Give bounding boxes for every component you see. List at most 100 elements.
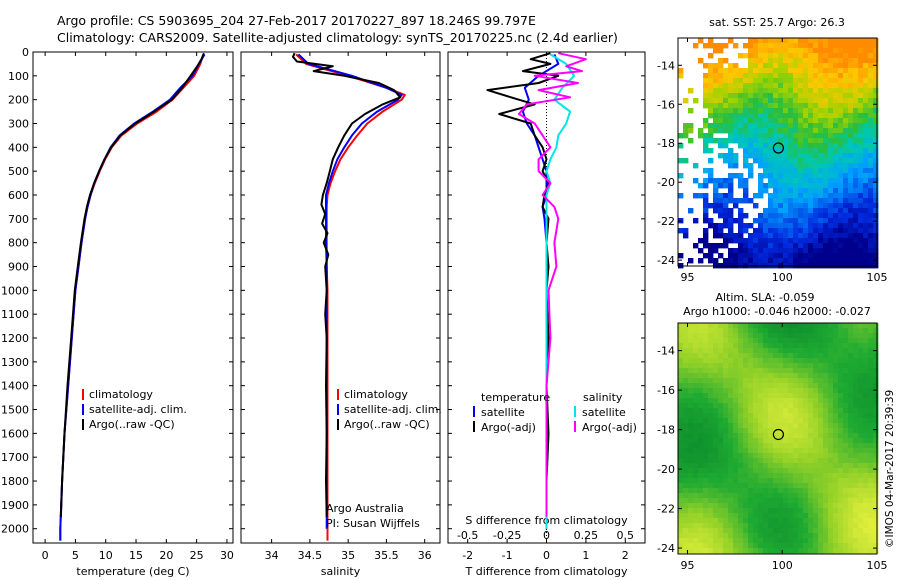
map-cell [728, 488, 734, 494]
map-cell [738, 468, 744, 474]
map-cell [803, 158, 809, 164]
map-cell [858, 148, 864, 154]
map-cell [823, 473, 829, 479]
map-cell [853, 483, 859, 489]
map-cell [808, 533, 814, 539]
map-cell [728, 208, 734, 214]
map-cell [708, 148, 714, 154]
map-cell [738, 433, 744, 439]
map-cell [683, 323, 689, 329]
map-cell [783, 408, 789, 414]
map-cell [833, 48, 839, 54]
map-cell [848, 83, 854, 89]
map-cell [763, 493, 769, 499]
map-cell [838, 408, 844, 414]
map-cell [678, 363, 684, 369]
map-cell [848, 513, 854, 519]
map-cell [738, 438, 744, 444]
map-cell [718, 343, 724, 349]
map-cell [708, 83, 714, 89]
map-cell [823, 143, 829, 149]
map-cell [738, 428, 744, 434]
map-cell [713, 468, 719, 474]
map-cell [718, 523, 724, 529]
map-cell [733, 533, 739, 539]
map-cell [823, 353, 829, 359]
map-cell [808, 248, 814, 254]
map-cell [803, 173, 809, 179]
map-cell [818, 478, 824, 484]
map-cell [698, 363, 704, 369]
map-cell [768, 118, 774, 124]
map-cell [743, 118, 749, 124]
map-cell [683, 363, 689, 369]
map-cell [773, 203, 779, 209]
map-cell [858, 238, 864, 244]
map-cell [813, 93, 819, 99]
map-cell [858, 158, 864, 164]
map-cell [778, 488, 784, 494]
map-cell [843, 408, 849, 414]
map-cell [763, 163, 769, 169]
map-cell [828, 213, 834, 219]
y-tick-label: 500 [8, 165, 29, 178]
map-cell [748, 363, 754, 369]
map-cell [848, 173, 854, 179]
map-cell [723, 443, 729, 449]
map-cell [873, 468, 879, 474]
map-cell [803, 498, 809, 504]
map-cell [833, 133, 839, 139]
map-cell [818, 173, 824, 179]
map-cell [778, 518, 784, 524]
map-cell [728, 118, 734, 124]
map-cell [813, 183, 819, 189]
map-cell [803, 193, 809, 199]
y-tick-label: 300 [8, 118, 29, 131]
map-cell [863, 193, 869, 199]
map-cell [773, 73, 779, 79]
map-cell [768, 463, 774, 469]
map-cell [678, 133, 684, 139]
map-cell [848, 338, 854, 344]
map-cell [683, 133, 689, 139]
map-cell [788, 528, 794, 534]
map-cell [833, 473, 839, 479]
map-cell [798, 68, 804, 74]
map-cell [768, 363, 774, 369]
map-cell [733, 218, 739, 224]
map-cell [808, 328, 814, 334]
map-cell [763, 478, 769, 484]
map-cell [863, 58, 869, 64]
map-cell [753, 108, 759, 114]
map-cell [773, 68, 779, 74]
map-cell [803, 58, 809, 64]
map-cell [803, 63, 809, 69]
map-cell [698, 518, 704, 524]
map-cell [808, 338, 814, 344]
map-cell [723, 453, 729, 459]
map-cell [828, 328, 834, 334]
map-cell [783, 193, 789, 199]
map-cell [818, 93, 824, 99]
map-cell [813, 538, 819, 544]
map-cell [833, 328, 839, 334]
map-cell [853, 488, 859, 494]
map-cell [828, 238, 834, 244]
map-cell [853, 458, 859, 464]
map-cell [733, 378, 739, 384]
map-cell [758, 383, 764, 389]
map-cell [688, 413, 694, 419]
map-cell [763, 158, 769, 164]
map-cell [768, 323, 774, 329]
map-cell [728, 433, 734, 439]
map-cell [813, 218, 819, 224]
map-cell [793, 173, 799, 179]
map-cell [793, 373, 799, 379]
map-cell [858, 513, 864, 519]
map-cell [703, 183, 709, 189]
map-cell [828, 258, 834, 264]
map-cell [733, 113, 739, 119]
map-cell [848, 368, 854, 374]
map-cell [873, 483, 879, 489]
map-cell [833, 358, 839, 364]
